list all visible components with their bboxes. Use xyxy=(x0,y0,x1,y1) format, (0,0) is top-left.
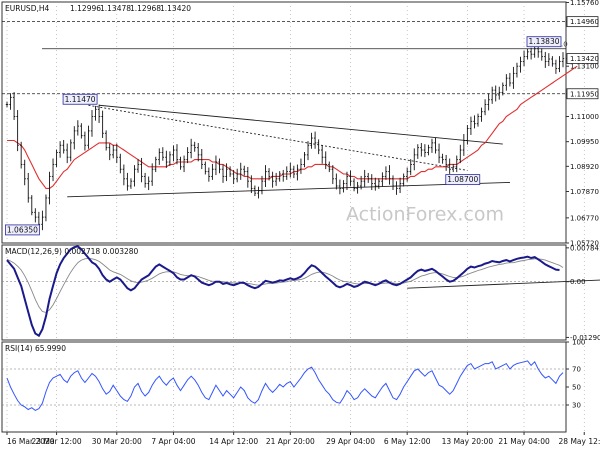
macd-title: MACD(12,26,9) 0.002718 0.003280 xyxy=(5,247,139,256)
x-tick-label: 7 Apr 04:00 xyxy=(151,437,195,446)
current-price-label: 1.13420 xyxy=(570,55,599,63)
y-tick-label: 1.13100 xyxy=(570,63,599,71)
rsi-y-tick-label: 30 xyxy=(572,402,581,410)
price-annotation-box xyxy=(445,174,481,186)
x-tick-label: 29 Apr 04:00 xyxy=(326,437,375,446)
current-price-box xyxy=(566,53,599,64)
trendline xyxy=(99,104,503,145)
trendline xyxy=(88,104,468,171)
price-annotation-label: 1.11470 xyxy=(65,95,96,104)
sma-line xyxy=(7,65,578,189)
x-tick-label: 6 May 12:00 xyxy=(384,437,431,446)
y-tick-label: 1.11950 xyxy=(570,90,599,98)
symbol-label: EURUSD,H4 xyxy=(5,4,49,13)
x-tick-label: 21 May 04:00 xyxy=(498,437,550,446)
rsi-line xyxy=(6,360,564,411)
level-price-box xyxy=(566,88,599,100)
x-tick-label: 28 May 12:00 xyxy=(559,437,600,446)
x-tick-label: 21 Apr 20:00 xyxy=(266,437,315,446)
price-annotation-label: 1.08700 xyxy=(447,175,478,184)
y-tick-label: 1.07870 xyxy=(570,188,599,196)
ohlc-value: 1.12996 xyxy=(70,4,101,13)
macd-y-tick-label: 0.007841 xyxy=(570,244,600,252)
y-tick-label: 1.05720 xyxy=(570,240,599,248)
watermark: ActionForex.com xyxy=(346,204,504,226)
macd-y-tick-label: -0.012906 xyxy=(570,334,600,342)
macd-line xyxy=(6,245,560,338)
macd-signal-line xyxy=(6,257,564,313)
x-tick-label: 23 Mar 12:00 xyxy=(32,437,82,446)
y-tick-label: 1.06770 xyxy=(570,214,599,222)
panel-frame-macd xyxy=(1,244,567,341)
ohlc-value: 1.12968 xyxy=(130,4,161,13)
x-tick-label: 13 May 20:00 xyxy=(442,437,494,446)
price-annotation-box xyxy=(5,224,40,236)
level-price-box xyxy=(566,16,599,28)
panel-frame-main xyxy=(1,1,567,244)
x-tick-label: 16 Mar 2020 xyxy=(7,437,55,446)
ohlc-value: 1.13420 xyxy=(160,4,191,13)
y-tick-label: 1.11000 xyxy=(570,113,599,121)
price-annotation-box xyxy=(62,93,98,105)
trendline xyxy=(67,181,510,198)
rsi-y-tick-label: 50 xyxy=(572,384,581,392)
price-annotation-label: 1.06350 xyxy=(7,225,38,234)
rsi-y-tick-label: 100 xyxy=(572,339,585,347)
x-tick-label: 14 Apr 12:00 xyxy=(209,437,258,446)
y-tick-label: 1.09950 xyxy=(570,138,599,146)
panel-frame-rsi xyxy=(1,341,567,433)
y-tick-label: 1.15760 xyxy=(570,0,599,7)
price-annotation-label: 1.13830 xyxy=(528,37,559,46)
y-tick-label: 1.14960 xyxy=(570,18,599,26)
macd-trendline xyxy=(407,279,600,289)
macd-y-tick-label: 0.00 xyxy=(570,278,586,286)
rsi-title: RSI(14) 65.9990 xyxy=(5,344,66,353)
price-annotation-box xyxy=(526,36,562,48)
ohlc-value: 1.13478 xyxy=(100,4,131,13)
y-tick-label: 1.08920 xyxy=(570,163,599,171)
rsi-y-tick-label: 70 xyxy=(572,366,581,374)
x-tick-label: 30 Mar 20:00 xyxy=(92,437,142,446)
